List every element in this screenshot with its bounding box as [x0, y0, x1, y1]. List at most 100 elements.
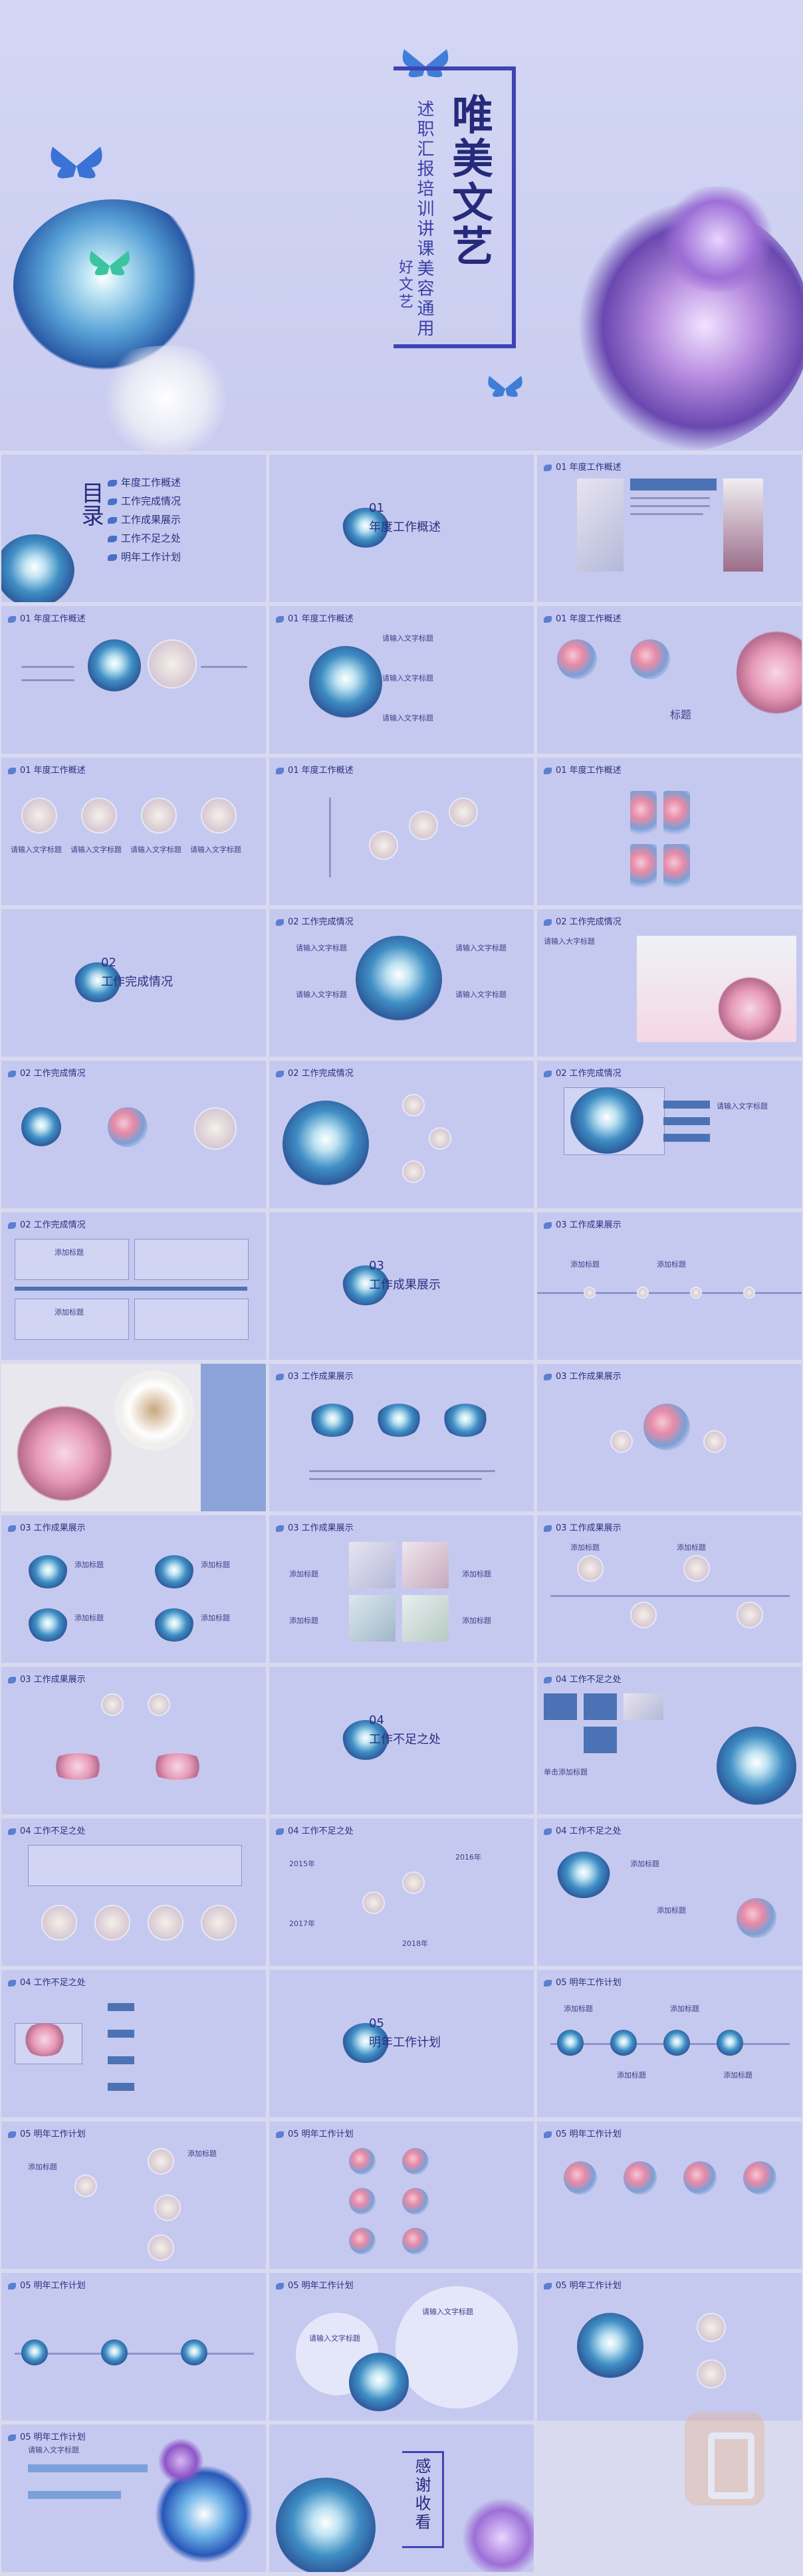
- content-slide: 05 明年工作计划: [1, 2273, 266, 2420]
- flower-decoration: [154, 1608, 194, 1642]
- item-title: 添加标题: [55, 1248, 84, 1257]
- photo-placeholder: [402, 1542, 449, 1588]
- slide-header: 03 工作成果展示: [8, 1521, 86, 1533]
- toc-item[interactable]: 工作不足之处: [108, 529, 181, 548]
- toc-slide: 目录 年度工作概述 工作完成情况 工作成果展示 工作不足之处 明年工作计划: [1, 455, 266, 602]
- toc-item[interactable]: 明年工作计划: [108, 548, 181, 566]
- item-title: 添加标题: [289, 1616, 318, 1625]
- divider-bar: [15, 1287, 247, 1291]
- toc-item[interactable]: 工作完成情况: [108, 492, 181, 510]
- flower-circle: [94, 1905, 130, 1941]
- bouquet-image: [663, 791, 690, 837]
- slide-header: 05 明年工作计划: [8, 2278, 86, 2291]
- flower-decoration: [342, 508, 389, 548]
- slide-header: 03 工作成果展示: [544, 1218, 622, 1230]
- side-panel: [201, 1364, 266, 1511]
- flower-decoration: [557, 1852, 610, 1898]
- bouquet-image: [683, 2161, 717, 2195]
- toc-item[interactable]: 工作成果展示: [108, 510, 181, 529]
- purple-flower: [154, 2438, 207, 2484]
- photo-placeholder: [577, 479, 624, 572]
- flower-circle: [154, 2195, 181, 2221]
- flower-decoration: [663, 2030, 690, 2056]
- item-title: 添加标题: [74, 1560, 104, 1569]
- flower-decoration: [74, 962, 121, 1002]
- timeline-line: [537, 1292, 802, 1294]
- flower-circle: [201, 1905, 237, 1941]
- item-title: 添加标题: [462, 1570, 491, 1578]
- slide-title-vertical: 标题: [670, 708, 692, 721]
- content-slide: 05 明年工作计划 添加标题 添加标题 添加标题 添加标题: [537, 1970, 802, 2117]
- item-title: 请输入文字标题: [190, 845, 241, 854]
- slide-header: 04 工作不足之处: [276, 1824, 354, 1836]
- item-title: 添加标题: [564, 2004, 593, 2013]
- bouquet-image: [630, 791, 657, 837]
- slide-header: 03 工作成果展示: [544, 1369, 622, 1382]
- bouquet-image: [643, 1404, 690, 1450]
- item-title: 添加标题: [74, 1614, 104, 1622]
- flower-circle: [697, 2313, 726, 2342]
- label-bar: [108, 2056, 134, 2064]
- slide-header: 02 工作完成情况: [8, 1218, 86, 1230]
- item-title: 添加标题: [670, 2004, 699, 2013]
- item-title: 添加标题: [657, 1906, 686, 1915]
- progress-track: [28, 2464, 148, 2472]
- content-slide: 01 年度工作概述: [1, 606, 266, 754]
- year-label: 2018年: [402, 1939, 428, 1948]
- flower-circle: [148, 2148, 174, 2175]
- item-title: 添加标题: [28, 2163, 57, 2171]
- content-slide: 01 年度工作概述 请输入文字标题 请输入文字标题 请输入文字标题 请输入文字标…: [1, 758, 266, 905]
- flower-circle: [148, 2234, 174, 2261]
- content-slide: 03 工作成果展示: [269, 1364, 534, 1511]
- toc-item[interactable]: 年度工作概述: [108, 473, 181, 492]
- flower-decoration: [717, 1727, 796, 1806]
- item-title: 请输入文字标题: [382, 634, 433, 643]
- item-title: 请输入文字标题: [382, 714, 433, 722]
- label-bar: [663, 1134, 710, 1142]
- flower-circle: [148, 1905, 183, 1941]
- item-title: 添加标题: [201, 1614, 230, 1622]
- flower-circle: [697, 2359, 726, 2389]
- text-panel-header: [630, 479, 717, 490]
- flower-decoration: [610, 2030, 637, 2056]
- section-divider-02: 02 工作完成情况: [1, 909, 266, 1057]
- flower-row: [48, 1753, 108, 1780]
- progress-track: [28, 2491, 121, 2499]
- main-title: 唯美文艺: [445, 93, 493, 268]
- slide-header: 01 年度工作概述: [8, 763, 86, 776]
- slide-header: 03 工作成果展示: [276, 1521, 354, 1533]
- icon-tile: [544, 1693, 577, 1720]
- slide-header: 01 年度工作概述: [276, 611, 354, 624]
- slide-header: 02 工作完成情况: [544, 1066, 622, 1079]
- bouquet-image: [557, 639, 597, 679]
- section-title: 工作成果展示: [369, 1278, 441, 1292]
- timeline-node: [743, 1287, 755, 1299]
- content-slide: 01 年度工作概述 请输入文字标题 请输入文字标题 请输入文字标题: [269, 606, 534, 754]
- title-slide: 唯美文艺 述职汇报培训讲课美容通用 好文艺: [0, 0, 803, 451]
- photo-placeholder: [349, 1595, 396, 1642]
- flower-decoration: [154, 1555, 194, 1588]
- photo-placeholder: [624, 1693, 663, 1720]
- flower-circle: [148, 1693, 170, 1716]
- slide-header: 03 工作成果展示: [8, 1672, 86, 1685]
- purple-flower-top: [651, 186, 784, 292]
- section-number: 02: [101, 956, 116, 970]
- item-title: 请输入文字标题: [382, 674, 433, 683]
- label-bar: [108, 2030, 134, 2038]
- section-divider-04: 04 工作不足之处: [269, 1667, 534, 1814]
- item-title: 请输入文字标题: [296, 990, 347, 999]
- flower-circle: [703, 1430, 726, 1453]
- content-slide: 05 明年工作计划 请输入文字标题 请输入文字标题: [269, 2273, 534, 2420]
- flower-circle: [402, 1094, 425, 1117]
- wave-line: [550, 1595, 790, 1597]
- bouquet-image: [743, 2161, 776, 2195]
- section-divider-01: 01 年度工作概述: [269, 455, 534, 602]
- content-slide: 02 工作完成情况: [269, 1061, 534, 1208]
- flower-circle: [402, 1872, 425, 1894]
- text-line: [21, 679, 74, 681]
- bouquet-image: [349, 2188, 376, 2214]
- slide-header: 01 年度工作概述: [276, 763, 354, 776]
- flower-circle: [449, 798, 478, 827]
- item-title: 请输入文字标题: [11, 845, 62, 854]
- section-number: 05: [369, 2016, 384, 2030]
